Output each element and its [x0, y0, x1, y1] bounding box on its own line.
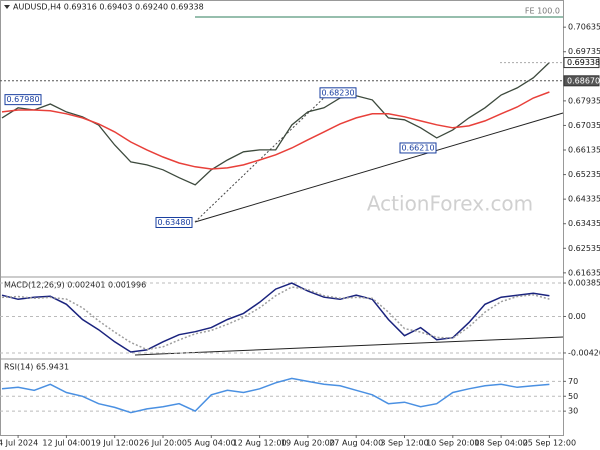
series-line	[1, 377, 550, 414]
x-tick-label: 19 Aug 20:00	[281, 439, 335, 448]
x-tick-label: 10 Sep 20:00	[426, 439, 479, 448]
price-label: 0.68670	[567, 76, 600, 85]
annotation-label: 0.63480	[157, 218, 190, 227]
x-tick-label: 25 Sep 12:00	[523, 439, 576, 448]
y-tick-label: 0.65235	[568, 170, 600, 179]
x-tick-label: 27 Aug 04:00	[329, 439, 383, 448]
y-tick-label: -0.004204	[568, 348, 600, 357]
chart-title: AUDUSD,H4 0.69316 0.69403 0.69240 0.6933…	[13, 3, 204, 12]
annotation-label: 0.68230	[321, 88, 354, 97]
y-tick-label: 0.66135	[568, 146, 600, 155]
annotation-label: 0.67980	[6, 95, 39, 104]
y-tick-label: 0.70635	[568, 23, 600, 32]
rsi-title: RSI(14) 65.9431	[4, 363, 69, 372]
price-box	[563, 57, 600, 69]
y-tick-label: 0.64335	[568, 195, 600, 204]
annotation-label: 0.66210	[401, 143, 434, 152]
x-tick-label: 19 Jul 12:00	[91, 439, 139, 448]
macd-trend-line	[134, 336, 564, 356]
price-annotation	[399, 142, 437, 154]
price-annotation	[4, 94, 42, 106]
x-tick-label: 12 Jul 04:00	[42, 439, 90, 448]
y-tick-label: 50	[568, 392, 578, 401]
y-tick-label: 70	[568, 377, 578, 386]
fe-label: FE 100.0	[525, 7, 560, 16]
x-tick-label: 5 Aug 04:00	[187, 439, 236, 448]
y-tick-label: 0.003852	[568, 279, 600, 288]
series-line	[1, 286, 550, 351]
x-tick-label: 12 Aug 12:00	[233, 439, 287, 448]
y-tick-label: 0.61635	[568, 268, 600, 277]
plot-frame	[0, 0, 564, 436]
price-box	[563, 75, 600, 87]
price-annotation	[155, 216, 193, 228]
y-tick-label: 0.67035	[568, 121, 600, 130]
x-tick-label: 4 Jul 2024	[0, 439, 38, 448]
y-tick-label: 0.63435	[568, 219, 600, 228]
macd-title: MACD(12,26,9) 0.002401 0.001996	[4, 281, 146, 290]
y-tick-label: 0.69735	[568, 47, 600, 56]
trend-line	[194, 112, 564, 223]
projection-line	[194, 91, 331, 223]
price-label: 0.69338	[567, 58, 600, 67]
price-annotation	[319, 87, 357, 99]
series-line	[1, 91, 550, 170]
x-tick-label: 3 Sep 12:00	[380, 439, 428, 448]
y-tick-label: 0.67935	[568, 96, 600, 105]
watermark: ActionForex.com	[367, 192, 533, 216]
y-tick-label: 0.00	[568, 312, 586, 321]
symbol-icon	[4, 5, 10, 9]
series-line	[1, 282, 550, 353]
y-tick-label: 30	[568, 407, 578, 416]
y-tick-label: 0.62535	[568, 244, 600, 253]
x-tick-label: 26 Jul 20:00	[139, 439, 187, 448]
x-tick-label: 18 Sep 04:00	[474, 439, 527, 448]
